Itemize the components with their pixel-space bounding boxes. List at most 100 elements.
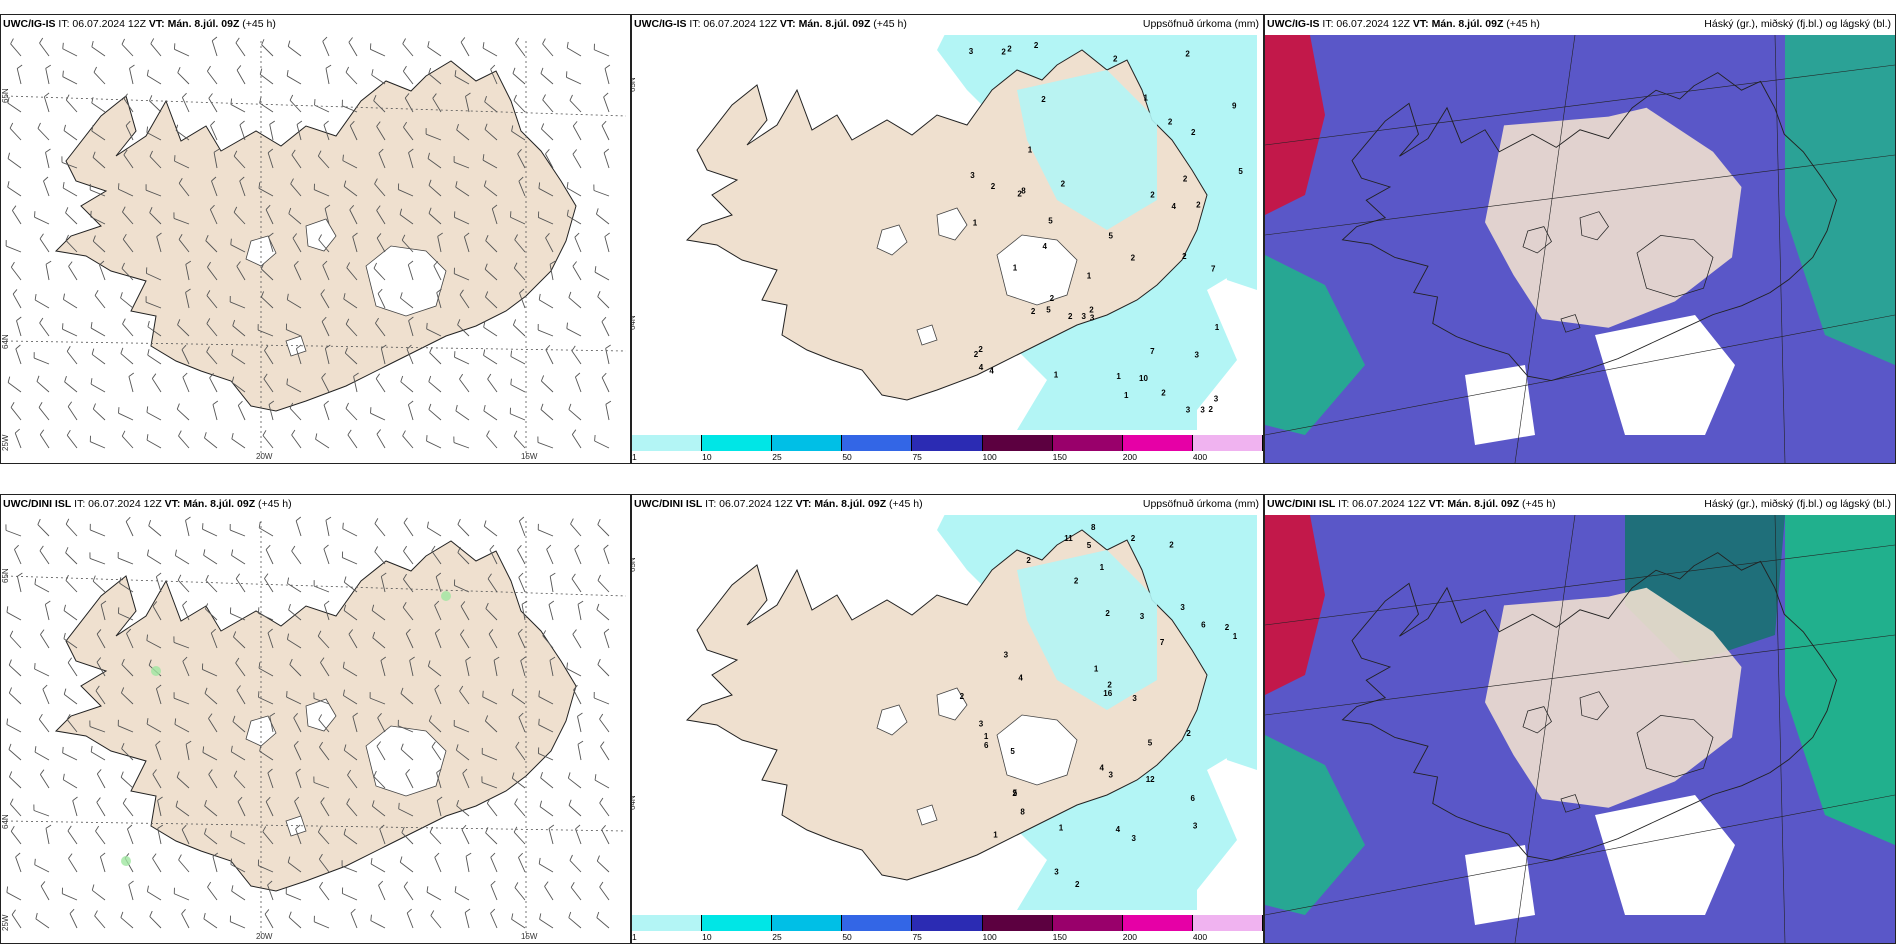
wind-barb <box>209 377 218 393</box>
wind-barb <box>341 865 358 873</box>
wind-barb-flag <box>492 204 498 210</box>
wind-barb-flag <box>121 430 126 437</box>
wind-barb <box>460 634 470 649</box>
glacier <box>1522 226 1552 254</box>
wind-barb <box>40 885 50 901</box>
wind-barb-flag <box>34 858 36 865</box>
wind-barb-flag <box>400 292 403 299</box>
wind-barb <box>380 576 386 593</box>
wind-barb-flag <box>374 178 378 185</box>
wind-barb-flag <box>596 855 600 862</box>
wind-barb <box>371 610 386 621</box>
wind-barb <box>207 70 218 85</box>
wind-barb-flag <box>261 39 265 45</box>
precip-value: 2 <box>1182 252 1187 261</box>
wind-barb-flag <box>156 232 162 237</box>
wind-barb <box>318 858 330 873</box>
wind-barb <box>482 696 498 705</box>
wind-barb <box>510 356 526 365</box>
wind-barb-flag <box>377 288 383 294</box>
precip-value: 2 <box>1161 389 1166 398</box>
wind-barb <box>231 554 246 565</box>
wind-barb-flag <box>146 885 149 892</box>
land-outline <box>1341 72 1838 382</box>
wind-barb <box>66 435 78 449</box>
wind-barb-flag <box>203 912 206 919</box>
wind-barb <box>90 441 106 449</box>
wind-barb <box>346 267 358 281</box>
wind-barb <box>129 68 134 85</box>
wind-barb <box>6 892 22 901</box>
wind-barb <box>146 640 162 649</box>
wind-barb-flag <box>431 545 436 552</box>
wind-barb-flag <box>233 770 238 777</box>
wind-barb <box>265 801 274 817</box>
wind-barb <box>208 718 218 733</box>
wind-barb-flag <box>484 715 489 722</box>
wind-barb-flag <box>493 656 500 661</box>
wind-barb-flag <box>518 712 524 718</box>
wind-barb-flag <box>603 628 610 634</box>
wind-barb <box>568 917 582 929</box>
wind-barb-flag <box>517 149 522 155</box>
precip-value: 2 <box>1012 789 1017 798</box>
wind-barb <box>206 351 218 365</box>
wind-barb-flag <box>482 154 485 161</box>
wind-barb-flag <box>212 852 219 857</box>
wind-barb-flag <box>571 573 576 580</box>
wind-barb-flag <box>152 853 157 859</box>
wind-barb <box>313 782 330 789</box>
wind-barb-flag <box>574 544 580 550</box>
wind-barb <box>459 690 470 705</box>
wind-barb-flag <box>17 572 23 577</box>
wind-barb-flag <box>454 70 457 77</box>
wind-barb-flag <box>64 376 67 383</box>
wind-barb-flag <box>346 262 351 268</box>
wind-barb <box>230 836 246 845</box>
wind-barb <box>596 213 610 225</box>
wind-barb-flag <box>428 715 432 722</box>
wind-barb-flag <box>96 769 102 775</box>
wind-barb-flag <box>9 122 14 129</box>
wind-barb-flag <box>485 291 489 298</box>
wind-barb-flag <box>343 180 347 187</box>
wind-barb <box>456 129 470 141</box>
wind-barb <box>400 297 414 309</box>
wind-barb <box>62 893 78 901</box>
wind-barb <box>39 322 50 337</box>
wind-barb <box>181 829 190 845</box>
precip-value: 2 <box>1186 729 1191 738</box>
wind-barb <box>150 43 162 57</box>
wind-barb <box>93 408 106 421</box>
wind-barb-flag <box>349 120 355 126</box>
wind-barb <box>16 68 22 85</box>
wind-barb-flag <box>45 64 52 69</box>
precip-value: 3 <box>1200 405 1205 414</box>
wind-barb-flag <box>291 429 296 436</box>
lon-label: 25W <box>1 434 10 451</box>
wind-barb <box>604 68 610 85</box>
wind-barb-flag <box>428 207 432 214</box>
wind-barb <box>574 549 582 565</box>
precip-area <box>1217 200 1257 290</box>
wind-barb-flag <box>402 65 407 72</box>
wind-barb <box>62 328 78 337</box>
wind-barb <box>572 634 582 649</box>
wind-barb-flag <box>325 344 331 349</box>
wind-barb <box>370 863 386 873</box>
wind-barb <box>434 632 442 649</box>
wind-barb-flag <box>181 344 187 350</box>
wind-barb-flag <box>371 604 375 611</box>
wind-barb-flag <box>264 573 269 579</box>
wind-barb <box>155 744 162 761</box>
wind-barb <box>156 236 162 253</box>
wind-barb-flag <box>146 434 149 441</box>
precip-value: 2 <box>960 692 965 701</box>
wind-barb-flag <box>239 120 245 126</box>
wind-barb-flag <box>178 177 183 184</box>
wind-barb <box>378 153 386 169</box>
wind-barb-flag <box>7 376 11 383</box>
wind-barb <box>342 557 358 565</box>
wind-barb-flag <box>260 291 265 298</box>
wind-barb-flag <box>289 402 294 409</box>
